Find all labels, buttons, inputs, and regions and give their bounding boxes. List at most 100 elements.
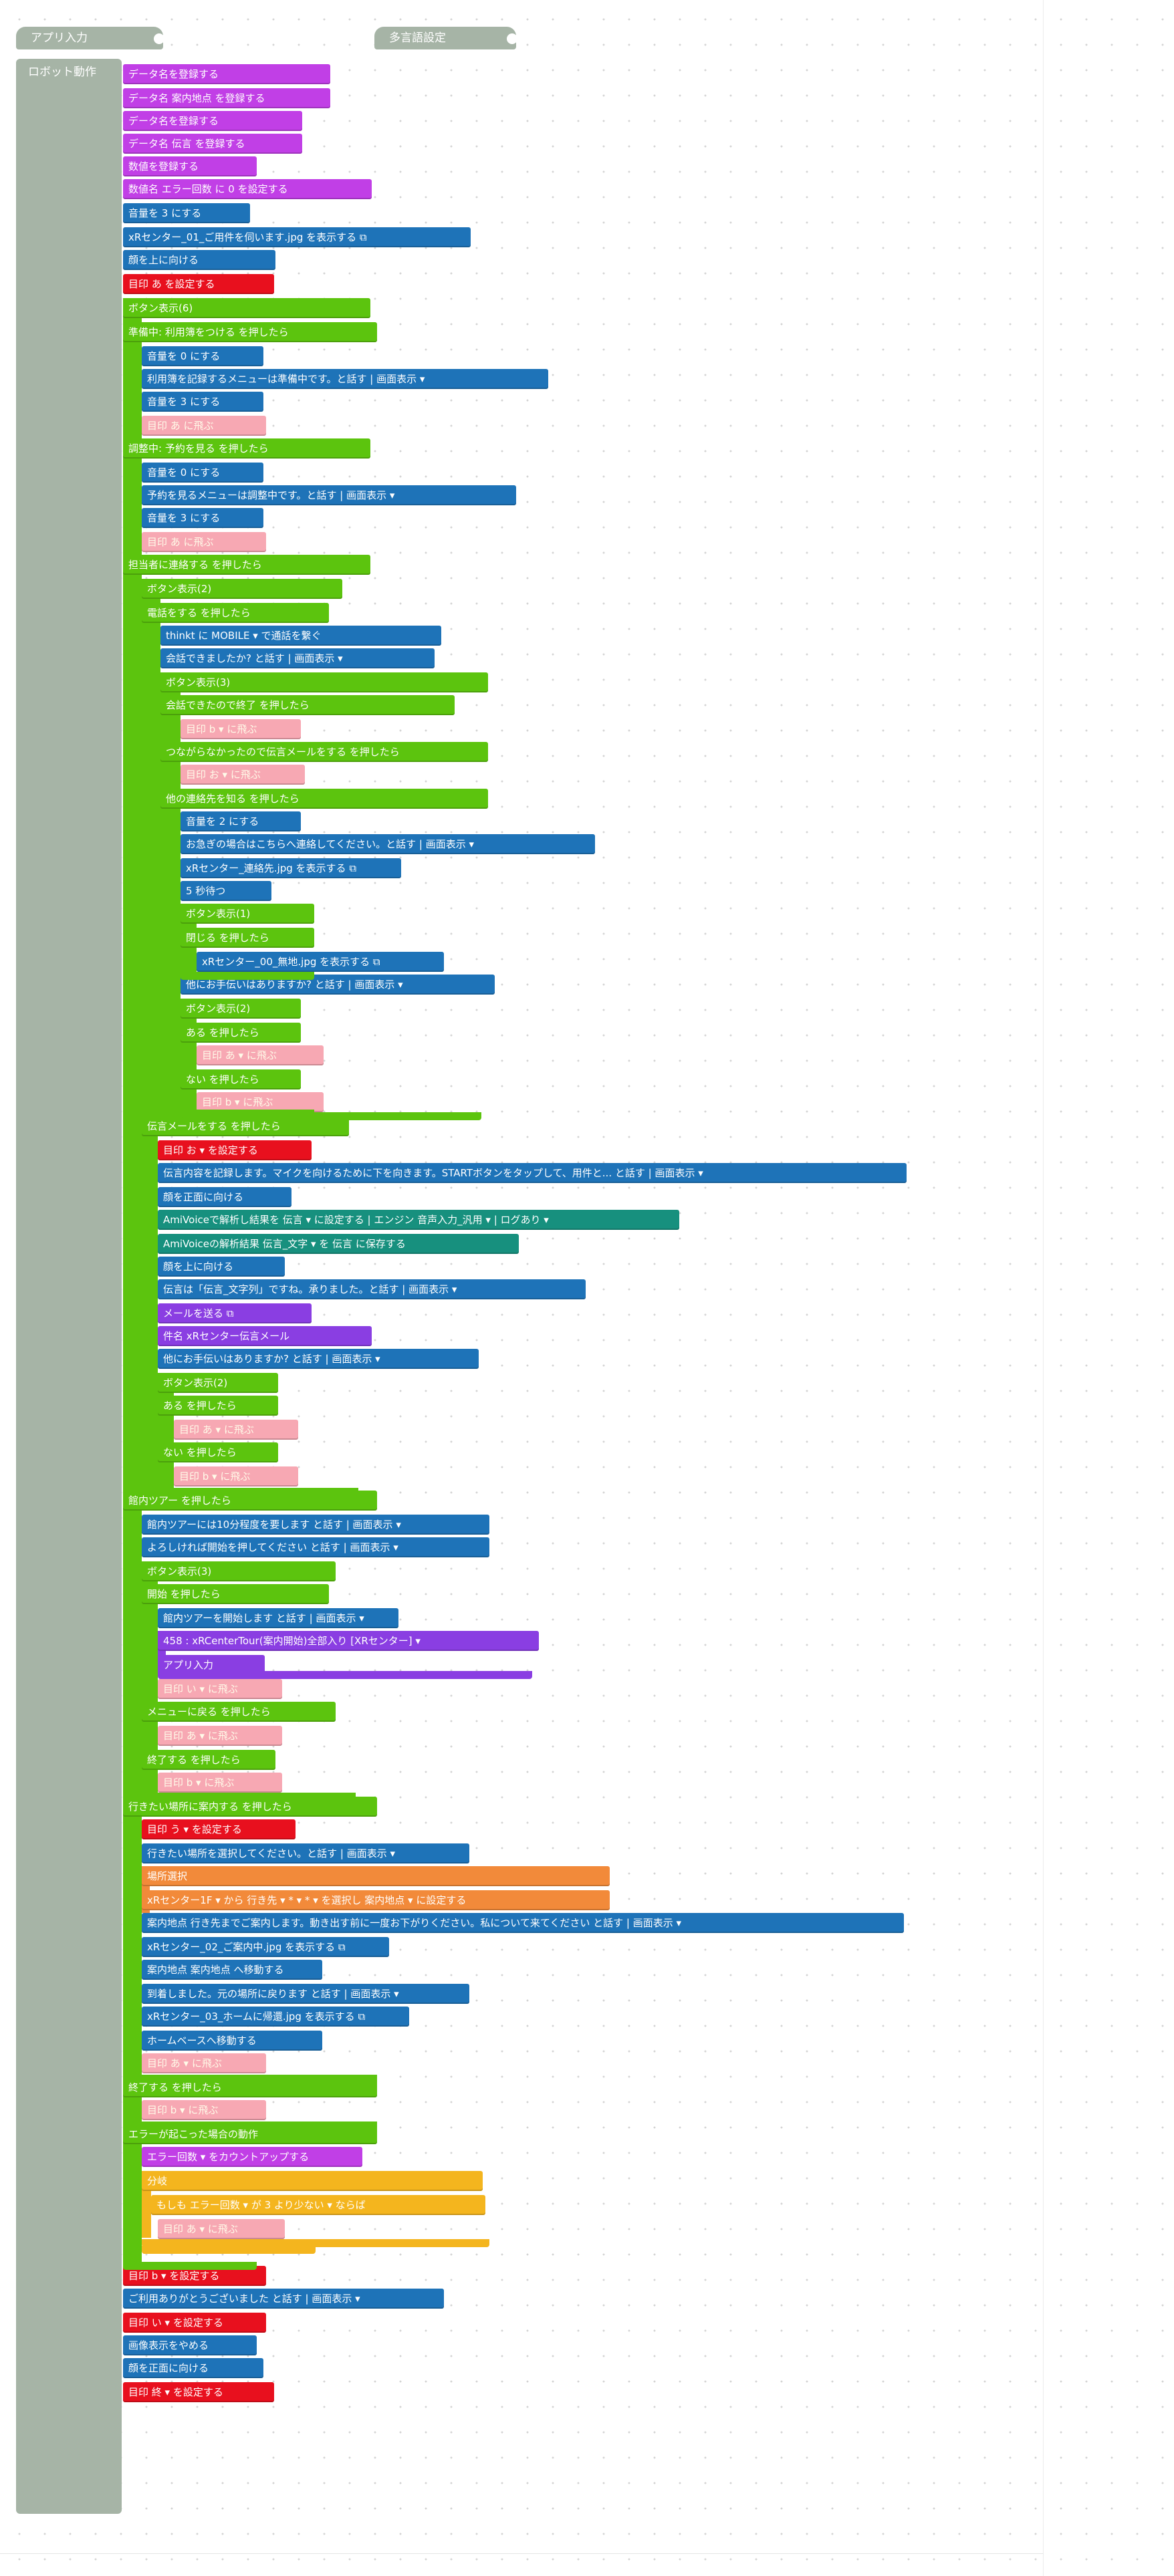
code-block[interactable]: 到着しました。元の場所に戻ります と話す | 画面表示 ▾ [142,1984,469,2004]
code-block[interactable]: ご利用ありがとうございました と話す | 画面表示 ▾ [123,2289,444,2309]
code-block[interactable]: 目印 あ ▾ に飛ぶ [158,1726,282,1746]
block-end-cap [123,2075,377,2083]
code-block[interactable]: 会話できましたか? と話す | 画面表示 ▾ [160,648,435,668]
code-block[interactable]: 終了する を押したら [142,1750,275,1770]
code-block[interactable]: ボタン表示(2) [142,579,342,599]
code-block[interactable]: 目印 終 ▾ を設定する [123,2382,274,2402]
code-block[interactable]: エラー回数 ▾ をカウントアップする [142,2147,362,2167]
code-block[interactable]: ボタン表示(1) [181,904,314,924]
code-block[interactable]: xRセンター_連絡先.jpg を表示する ⧉ [181,858,401,878]
robot-action-frame[interactable] [16,59,122,2514]
code-block[interactable]: 5 秒待つ [181,881,271,901]
code-block[interactable]: 音量を 0 にする [142,463,263,483]
code-block[interactable]: 音量を 3 にする [142,508,263,528]
hat-label-multilang: 多言語設定 [389,31,446,45]
code-block[interactable]: AmiVoiceの解析結果 伝言_文字 ▾ を 伝言 に保存する [158,1234,519,1254]
code-block[interactable]: 目印 お ▾ を設定する [158,1140,312,1160]
code-block[interactable]: メールを送る ⧉ [158,1303,312,1323]
code-block[interactable]: 458 : xRCenterTour(案内開始)全部入り [XRセンター] ▾ [158,1631,539,1651]
code-block[interactable]: 伝言内容を記録します。マイクを向けるために下を向きます。STARTボタンをタップ… [158,1163,907,1183]
code-block[interactable]: 目印 b ▾ に飛ぶ [197,1092,324,1112]
code-block[interactable]: ホームベースへ移動する [142,2031,322,2051]
code-block[interactable]: 担当者に連絡する を押したら [123,555,370,575]
code-block[interactable]: お急ぎの場合はこちらへ連絡してください。と話す | 画面表示 ▾ [181,834,595,854]
code-block[interactable]: 音量を 3 にする [142,392,263,412]
code-block[interactable]: 他にお手伝いはありますか? と話す | 画面表示 ▾ [158,1349,479,1369]
code-block[interactable]: 目印 b ▾ に飛ぶ [142,2100,266,2120]
code-block[interactable]: 案内地点 案内地点 へ移動する [142,1960,322,1980]
code-block[interactable]: 音量を 3 にする [123,203,250,223]
code-block[interactable]: 利用簿を記録するメニューは準備中です。と話す | 画面表示 ▾ [142,369,548,389]
code-block[interactable]: 館内ツアーには10分程度を要します と話す | 画面表示 ▾ [142,1515,489,1535]
code-block[interactable]: 予約を見るメニューは調整中です。と話す | 画面表示 ▾ [142,485,516,505]
code-block[interactable]: データ名を登録する [123,64,330,84]
code-block[interactable]: 目印 あ ▾ に飛ぶ [197,1045,324,1065]
code-block[interactable]: 電話をする を押したら [142,603,329,623]
code-block[interactable]: ボタン表示(6) [123,298,370,318]
code-block[interactable]: ボタン表示(3) [142,1561,336,1581]
code-block[interactable]: ボタン表示(3) [160,672,488,692]
code-block[interactable]: 会話できたので終了 を押したら [160,695,455,715]
code-block[interactable]: 目印 あ ▾ に飛ぶ [142,2053,266,2073]
code-block[interactable]: 目印 あ に飛ぶ [142,416,266,436]
code-block[interactable]: 目印 あ に飛ぶ [142,532,266,552]
code-block[interactable]: 行きたい場所を選択してください。と話す | 画面表示 ▾ [142,1843,469,1863]
code-block[interactable]: もしも エラー回数 ▾ が 3 より少ない ▾ ならば [151,2195,485,2215]
code-block[interactable]: 目印 い ▾ を設定する [123,2313,266,2333]
code-block[interactable]: よろしければ開始を押してください と話す | 画面表示 ▾ [142,1537,489,1557]
code-block[interactable]: ない を押したら [158,1442,278,1462]
code-block[interactable]: 目印 あ ▾ に飛ぶ [158,2219,285,2239]
code-block[interactable]: 数値を登録する [123,156,257,176]
code-block[interactable]: ボタン表示(2) [158,1373,278,1393]
code-block[interactable]: 目印 お ▾ に飛ぶ [181,765,305,785]
code-block[interactable]: xRセンター1F ▾ から 行き先 ▾ * ▾ * ▾ を選択し 案内地点 ▾ … [142,1890,610,1910]
code-block[interactable]: 他の連絡先を知る を押したら [160,789,488,809]
code-block[interactable]: 件名 xRセンター伝言メール [158,1326,372,1346]
block-end-cap [142,2246,316,2254]
code-block[interactable]: xRセンター_01_ご用件を伺います.jpg を表示する ⧉ [123,227,471,247]
code-block[interactable]: xRセンター_02_ご案内中.jpg を表示する ⧉ [142,1937,389,1957]
code-block[interactable]: データ名 案内地点 を登録する [123,88,330,108]
code-block[interactable]: 数値名 エラー回数 に 0 を設定する [123,179,372,199]
code-block[interactable]: 顔を正面に向ける [158,1187,291,1207]
code-block[interactable]: 準備中: 利用簿をつける を押したら [123,322,377,342]
hat-block-app-input[interactable]: アプリ入力 [16,27,164,49]
hat-block-multilang[interactable]: 多言語設定 [374,27,517,49]
code-block[interactable]: ある を押したら [181,1023,301,1043]
code-block[interactable]: 調整中: 予約を見る を押したら [123,438,370,459]
code-block[interactable]: 目印 b ▾ に飛ぶ [174,1466,298,1487]
code-block[interactable]: AmiVoiceで解析し結果を 伝言 ▾ に設定する | エンジン 音声入力_汎… [158,1210,679,1230]
code-block[interactable]: thinkt に MOBILE ▾ で通話を繋ぐ [160,626,441,646]
code-block[interactable]: メニューに戻る を押したら [142,1702,336,1722]
code-block[interactable]: 目印 あ ▾ に飛ぶ [174,1420,298,1440]
code-block[interactable]: 目印 b ▾ に飛ぶ [158,1773,282,1793]
code-block[interactable]: 顔を正面に向ける [123,2358,263,2378]
code-block[interactable]: 音量を 0 にする [142,346,263,366]
code-block[interactable]: 顔を上に向ける [158,1257,285,1277]
code-block[interactable]: ない を押したら [181,1069,301,1089]
code-block[interactable]: データ名を登録する [123,111,302,131]
code-block[interactable]: 分岐 [142,2171,483,2191]
code-block[interactable]: つながらなかったので伝言メールをする を押したら [160,742,488,762]
code-block[interactable]: 開始 を押したら [142,1584,329,1604]
code-block[interactable]: データ名 伝言 を登録する [123,134,302,154]
code-block[interactable]: 顔を上に向ける [123,250,275,270]
block-rail [142,579,160,1116]
block-rail [123,2124,142,2265]
code-block[interactable]: エラーが起こった場合の動作 [123,2124,377,2144]
code-block[interactable]: 画像表示をやめる [123,2335,257,2355]
code-block[interactable]: 音量を 2 にする [181,811,301,831]
code-block[interactable]: 場所選択 [142,1866,610,1886]
code-block[interactable]: xRセンター_03_ホームに帰還.jpg を表示する ⧉ [142,2007,409,2027]
code-block[interactable]: 案内地点 行き先までご案内します。動き出す前に一度お下がりください。私について来… [142,1913,904,1933]
code-block[interactable]: ある を押したら [158,1396,278,1416]
code-block[interactable]: xRセンター_00_無地.jpg を表示する ⧉ [197,952,444,972]
code-block[interactable]: 目印 い ▾ に飛ぶ [158,1679,282,1699]
code-block[interactable]: 伝言は「伝言_文字列」ですね。承りました。と話す | 画面表示 ▾ [158,1279,586,1299]
code-block[interactable]: 目印 あ を設定する [123,274,274,294]
code-block[interactable]: ボタン表示(2) [181,999,301,1019]
code-block[interactable]: 目印 b ▾ に飛ぶ [181,719,301,739]
code-block[interactable]: 閉じる を押したら [181,928,314,948]
code-block[interactable]: 館内ツアーを開始します と話す | 画面表示 ▾ [158,1608,398,1628]
code-block[interactable]: 目印 う ▾ を設定する [142,1819,296,1839]
